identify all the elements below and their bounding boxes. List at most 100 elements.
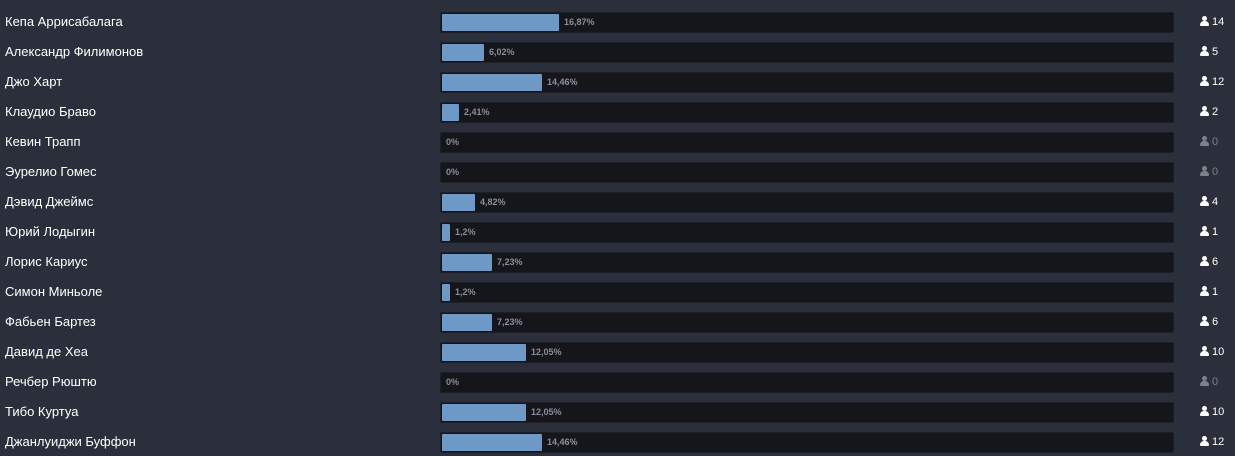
result-bar-fill	[442, 194, 475, 211]
vote-count-value: 4	[1212, 196, 1219, 208]
percent-label: 12,05%	[531, 347, 562, 357]
poll-option-row: Дэвид Джеймс 4,82% 4	[0, 191, 1235, 221]
vote-count-value: 14	[1212, 16, 1225, 28]
vote-count-value: 10	[1212, 346, 1225, 358]
option-name: Речбер Рюштю	[5, 374, 97, 389]
vote-count: 12	[1200, 431, 1224, 453]
option-name: Эурелио Гомес	[5, 164, 97, 179]
result-bar-fill	[442, 74, 542, 91]
option-name: Джо Харт	[5, 74, 63, 89]
percent-label: 16,87%	[564, 17, 595, 27]
user-icon	[1200, 256, 1209, 266]
percent-label: 14,46%	[547, 437, 578, 447]
option-name: Джанлуиджи Буффон	[5, 434, 136, 449]
result-bar-track: 0%	[440, 372, 1174, 393]
vote-count-value: 6	[1212, 256, 1219, 268]
result-bar-track: 2,41%	[440, 102, 1174, 123]
percent-label: 0%	[446, 167, 460, 177]
vote-count: 1	[1200, 221, 1218, 243]
vote-count: 6	[1200, 311, 1218, 333]
user-icon	[1200, 376, 1209, 386]
poll-option-row: Юрий Лодыгин 1,2% 1	[0, 221, 1235, 251]
percent-label: 0%	[446, 377, 460, 387]
poll-option-row: Эурелио Гомес 0% 0	[0, 161, 1235, 191]
result-bar-track: 7,23%	[440, 252, 1174, 273]
percent-label: 2,41%	[464, 107, 490, 117]
option-name: Тибо Куртуа	[5, 404, 79, 419]
result-bar-fill	[442, 14, 559, 31]
vote-count-value: 6	[1212, 316, 1219, 328]
vote-count: 5	[1200, 41, 1218, 63]
result-bar-fill	[442, 314, 492, 331]
user-icon	[1200, 106, 1209, 116]
vote-count: 10	[1200, 401, 1224, 423]
result-bar-fill	[442, 224, 450, 241]
poll-option-row: Симон Миньоле 1,2% 1	[0, 281, 1235, 311]
vote-count: 2	[1200, 101, 1218, 123]
user-icon	[1200, 346, 1209, 356]
option-name: Давид де Хеа	[5, 344, 88, 359]
result-bar-fill	[442, 104, 459, 121]
poll-option-row: Клаудио Браво 2,41% 2	[0, 101, 1235, 131]
result-bar-track: 14,46%	[440, 432, 1174, 453]
poll-option-row: Кевин Трапп 0% 0	[0, 131, 1235, 161]
result-bar-fill	[442, 434, 542, 451]
vote-count-value: 0	[1212, 136, 1219, 148]
option-name: Клаудио Браво	[5, 104, 96, 119]
user-icon	[1200, 16, 1209, 26]
vote-count: 1	[1200, 281, 1218, 303]
percent-label: 14,46%	[547, 77, 578, 87]
percent-label: 0%	[446, 137, 460, 147]
poll-option-row: Джанлуиджи Буффон 14,46% 12	[0, 431, 1235, 456]
result-bar-track: 1,2%	[440, 282, 1174, 303]
result-bar-track: 7,23%	[440, 312, 1174, 333]
vote-count: 4	[1200, 191, 1218, 213]
user-icon	[1200, 76, 1209, 86]
result-bar-track: 12,05%	[440, 402, 1174, 423]
vote-count: 0	[1200, 131, 1218, 153]
poll-option-row: Тибо Куртуа 12,05% 10	[0, 401, 1235, 431]
poll-option-row: Кепа Аррисабалага 16,87% 14	[0, 11, 1235, 41]
result-bar-track: 0%	[440, 162, 1174, 183]
vote-count-value: 1	[1212, 226, 1219, 238]
result-bar-track: 0%	[440, 132, 1174, 153]
result-bar-fill	[442, 284, 450, 301]
poll-option-row: Александр Филимонов 6,02% 5	[0, 41, 1235, 71]
vote-count-value: 2	[1212, 106, 1219, 118]
result-bar-track: 16,87%	[440, 12, 1174, 33]
vote-count: 12	[1200, 71, 1224, 93]
option-name: Кевин Трапп	[5, 134, 81, 149]
result-bar-track: 12,05%	[440, 342, 1174, 363]
vote-count-value: 10	[1212, 406, 1225, 418]
percent-label: 6,02%	[489, 47, 515, 57]
user-icon	[1200, 46, 1209, 56]
vote-count-value: 5	[1212, 46, 1219, 58]
poll-option-row: Фабьен Бартез 7,23% 6	[0, 311, 1235, 341]
result-bar-track: 1,2%	[440, 222, 1174, 243]
option-name: Фабьен Бартез	[5, 314, 96, 329]
poll-option-row: Давид де Хеа 12,05% 10	[0, 341, 1235, 371]
percent-label: 12,05%	[531, 407, 562, 417]
percent-label: 1,2%	[455, 227, 476, 237]
vote-count: 6	[1200, 251, 1218, 273]
user-icon	[1200, 226, 1209, 236]
result-bar-fill	[442, 404, 526, 421]
percent-label: 1,2%	[455, 287, 476, 297]
vote-count-value: 0	[1212, 376, 1219, 388]
user-icon	[1200, 316, 1209, 326]
option-name: Александр Филимонов	[5, 44, 144, 59]
percent-label: 4,82%	[480, 197, 506, 207]
result-bar-track: 14,46%	[440, 72, 1174, 93]
option-name: Дэвид Джеймс	[5, 194, 94, 209]
vote-count-value: 12	[1212, 436, 1225, 448]
user-icon	[1200, 166, 1209, 176]
user-icon	[1200, 436, 1209, 446]
vote-count: 0	[1200, 161, 1218, 183]
option-name: Симон Миньоле	[5, 284, 103, 299]
vote-count-value: 1	[1212, 286, 1219, 298]
option-name: Юрий Лодыгин	[5, 224, 96, 239]
user-icon	[1200, 196, 1209, 206]
poll-option-row: Речбер Рюштю 0% 0	[0, 371, 1235, 401]
result-bar-track: 4,82%	[440, 192, 1174, 213]
